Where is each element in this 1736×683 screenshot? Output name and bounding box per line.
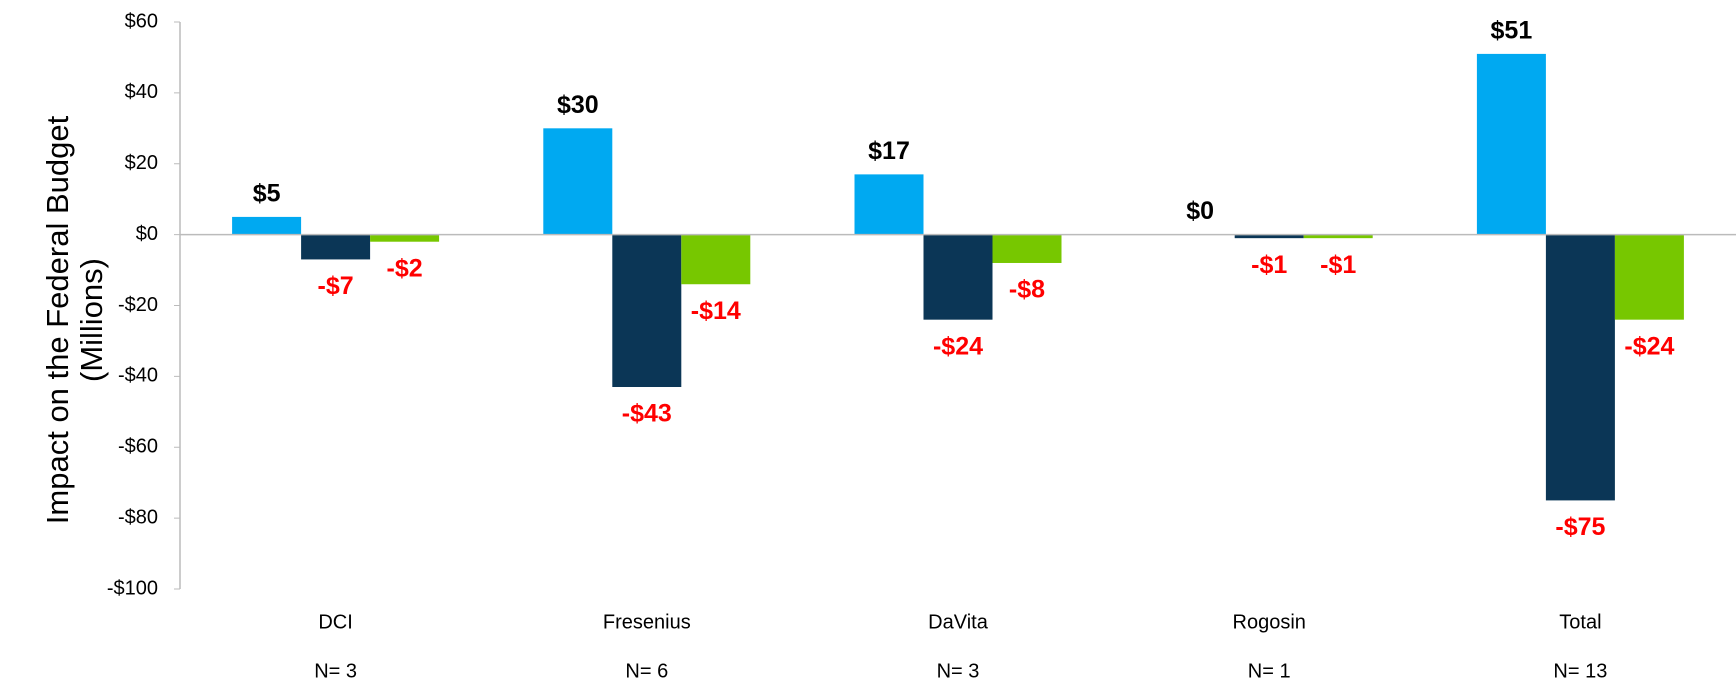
category-note: N= 6 — [625, 660, 668, 682]
category-note: N= 13 — [1553, 660, 1607, 682]
data-label: -$14 — [691, 297, 741, 325]
category-note: N= 3 — [314, 660, 357, 682]
data-label: -$75 — [1555, 513, 1605, 541]
y-tick-label: $60 — [125, 10, 158, 32]
y-tick-label: -$80 — [118, 506, 158, 528]
y-tick-label: -$100 — [107, 577, 158, 599]
bar — [1234, 234, 1304, 239]
bar — [992, 234, 1062, 263]
bar — [1303, 234, 1373, 239]
bar — [301, 234, 371, 260]
y-tick-label: -$40 — [118, 365, 158, 387]
data-label: -$7 — [318, 272, 354, 300]
y-axis-title: Impact on the Federal Budget — [40, 115, 75, 524]
x-tick-label: Fresenius — [603, 611, 691, 633]
data-label: -$1 — [1251, 251, 1287, 279]
bar — [612, 234, 682, 388]
bar — [1476, 53, 1546, 235]
data-label: -$1 — [1320, 251, 1356, 279]
data-label: $51 — [1491, 17, 1533, 45]
data-label: -$43 — [622, 400, 672, 428]
bar — [1614, 234, 1684, 320]
y-tick-label: -$20 — [118, 294, 158, 316]
y-tick-label: $20 — [125, 152, 158, 174]
x-tick-label: DCI — [318, 611, 352, 633]
x-tick-label: Total — [1559, 611, 1601, 633]
data-label: $30 — [557, 91, 599, 119]
bar — [854, 174, 924, 235]
category-note: N= 1 — [1248, 660, 1291, 682]
y-axis-title: (Millions) — [74, 258, 109, 382]
y-tick-label: -$60 — [118, 436, 158, 458]
y-tick-label: $40 — [125, 81, 158, 103]
data-label: $17 — [868, 137, 910, 165]
bar — [232, 216, 302, 235]
data-label: -$8 — [1009, 276, 1045, 304]
data-label: -$2 — [387, 254, 423, 282]
x-tick-label: Rogosin — [1233, 611, 1306, 633]
data-label: $5 — [253, 180, 281, 208]
bar — [681, 234, 751, 285]
y-tick-label: $0 — [136, 223, 158, 245]
x-tick-label: DaVita — [928, 611, 989, 633]
bar — [1545, 234, 1615, 501]
bar — [543, 128, 613, 235]
data-label: -$24 — [1624, 332, 1674, 360]
data-label: $0 — [1186, 197, 1214, 225]
bar — [923, 234, 993, 320]
data-label: -$24 — [933, 332, 983, 360]
bar — [370, 234, 440, 242]
category-note: N= 3 — [937, 660, 980, 682]
